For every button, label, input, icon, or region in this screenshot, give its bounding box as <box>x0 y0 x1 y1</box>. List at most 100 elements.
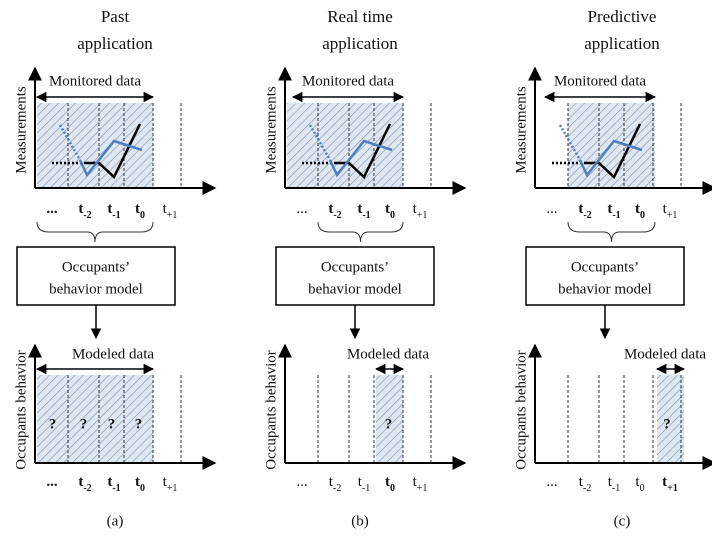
blue-dotted <box>58 124 82 161</box>
tick-base: t <box>78 201 83 217</box>
tick-base: ... <box>46 201 58 217</box>
tick-label: t-2 <box>579 474 592 493</box>
tick-sub: -1 <box>612 483 620 494</box>
span-label: Modeled data <box>347 346 429 362</box>
tick-label: ... <box>546 474 557 490</box>
y-axis-label: Occupants behavior <box>513 350 529 470</box>
tick-base: t <box>635 201 640 217</box>
tick-sub: -1 <box>362 483 370 494</box>
tick-sub: +1 <box>417 483 428 494</box>
tick-label: t0 <box>385 201 395 220</box>
tick-base: t <box>328 201 333 217</box>
tick-sub: -1 <box>612 210 620 221</box>
model-box <box>16 246 176 306</box>
unknown-mark: ? <box>49 416 57 432</box>
panel-title: application <box>322 34 398 53</box>
measured-line <box>85 123 142 180</box>
hatched-area <box>287 103 403 188</box>
unknown-mark: ? <box>108 416 116 432</box>
measured-line <box>585 123 642 180</box>
tick-sub: 0 <box>140 210 145 221</box>
panel-title: application <box>77 34 153 53</box>
tick-sub: 0 <box>390 483 395 494</box>
model-label: Occupants’ <box>571 259 639 275</box>
tick-base: ... <box>296 474 307 490</box>
tick-sub: -2 <box>583 483 591 494</box>
tick-sub: +1 <box>667 210 678 221</box>
tick-label: t-1 <box>357 201 370 220</box>
tick-sub: +1 <box>417 210 428 221</box>
tick-base: t <box>413 474 418 490</box>
tick-base: t <box>385 474 390 490</box>
tick-sub: -2 <box>83 210 91 221</box>
tick-label: t+1 <box>663 201 678 220</box>
y-axis-label: Occupants behavior <box>13 350 29 470</box>
tick-label: t0 <box>135 201 145 220</box>
blue-line <box>78 139 143 178</box>
tick-base: ... <box>296 201 307 217</box>
hatched-area <box>37 375 153 463</box>
tick-base: t <box>107 201 112 217</box>
tick-sub: 0 <box>640 210 645 221</box>
tick-base: ... <box>546 474 557 490</box>
tick-label: t0 <box>635 201 645 220</box>
tick-label: t+1 <box>163 474 178 493</box>
tick-label: t-2 <box>78 201 91 220</box>
model-box <box>525 246 685 306</box>
tick-label: ... <box>46 474 58 490</box>
span-label: Monitored data <box>49 73 141 89</box>
tick-label: t-2 <box>78 474 91 493</box>
tick-base: t <box>135 474 140 490</box>
tick-label: t+1 <box>413 201 428 220</box>
tick-base: t <box>385 201 390 217</box>
tick-label: t+1 <box>662 474 678 493</box>
hatched-area <box>657 375 684 463</box>
hatched-area <box>376 375 403 463</box>
tick-sub: 0 <box>140 483 145 494</box>
tick-base: t <box>608 474 613 490</box>
tick-label: ... <box>46 201 58 217</box>
caption: (b) <box>351 513 369 529</box>
y-axis-label: Measurements <box>513 86 529 174</box>
tick-base: t <box>78 474 83 490</box>
panel-title: Past <box>101 7 130 26</box>
model-label: behavior model <box>558 281 652 297</box>
tick-label: t0 <box>385 474 395 493</box>
hatched-area <box>37 103 153 188</box>
tick-label: t0 <box>635 474 644 493</box>
tick-base: t <box>663 201 668 217</box>
tick-label: t-1 <box>107 201 120 220</box>
tick-label: t-1 <box>358 474 371 493</box>
blue-dotted <box>308 124 332 161</box>
tick-sub: +1 <box>167 210 178 221</box>
tick-label: t-1 <box>608 474 621 493</box>
tick-base: t <box>635 474 640 490</box>
model-label: Occupants’ <box>62 259 130 275</box>
brace <box>317 221 404 243</box>
tick-base: t <box>607 201 612 217</box>
tick-label: t+1 <box>163 201 178 220</box>
panel-title: Predictive <box>588 7 657 26</box>
tick-sub: -1 <box>112 483 120 494</box>
tick-base: t <box>358 474 363 490</box>
y-axis-label: Measurements <box>13 86 29 174</box>
panel-title: application <box>584 34 660 53</box>
unknown-mark: ? <box>385 416 393 432</box>
panel-title: Real time <box>327 7 393 26</box>
tick-base: t <box>662 474 667 490</box>
unknown-mark: ? <box>80 416 88 432</box>
tick-label: t-1 <box>607 201 620 220</box>
tick-sub: 0 <box>640 483 645 494</box>
tick-base: ... <box>546 201 557 217</box>
y-axis-label: Measurements <box>263 86 279 174</box>
tick-base: t <box>135 201 140 217</box>
tick-base: t <box>329 474 334 490</box>
caption: (c) <box>614 513 631 529</box>
tick-base: ... <box>46 474 58 490</box>
tick-sub: +1 <box>167 483 178 494</box>
tick-base: t <box>578 201 583 217</box>
tick-label: t-2 <box>329 474 342 493</box>
tick-label: ... <box>296 201 307 217</box>
tick-label: t0 <box>135 474 145 493</box>
blue-line <box>578 139 643 178</box>
